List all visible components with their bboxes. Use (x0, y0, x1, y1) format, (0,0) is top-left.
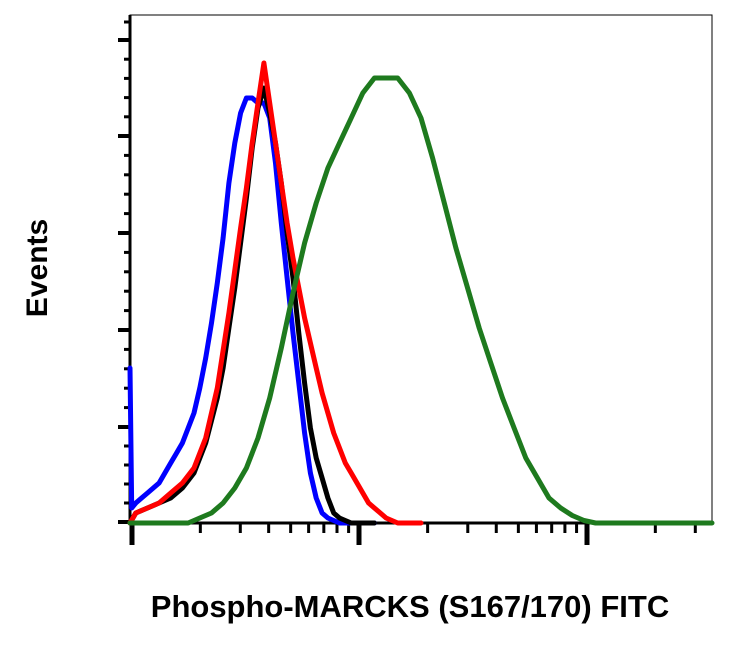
y-axis (118, 15, 132, 524)
series-line-4 (127, 75, 715, 526)
series-lines (127, 60, 715, 526)
series-line-1 (127, 95, 377, 526)
y-axis-label: Events (21, 219, 54, 317)
x-axis-label: Phospho-MARCKS (S167/170) FITC (151, 589, 669, 624)
series-line-2 (127, 85, 377, 526)
x-axis (129, 521, 712, 545)
